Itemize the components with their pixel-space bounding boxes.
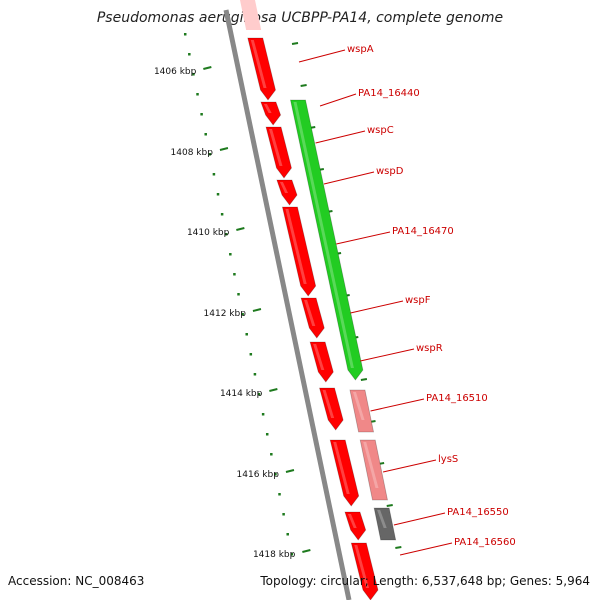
scale-dot — [290, 553, 294, 556]
map-title: Pseudomonas aeruginosa UCBPP-PA14, compl… — [96, 10, 504, 26]
scale-tick — [302, 549, 311, 553]
track-tick — [300, 84, 307, 87]
gene-label-wspr: wspR — [416, 343, 443, 354]
scale-dot — [233, 273, 236, 276]
scale-dot — [192, 73, 195, 76]
scale-dot — [249, 353, 253, 356]
gene-label-wspf: wspF — [405, 295, 431, 306]
scale-dot — [265, 433, 269, 436]
scale-tick-label: 1414 kbp — [220, 389, 263, 399]
gene-leader-line — [350, 300, 404, 314]
scale-dot — [286, 533, 289, 536]
scale-dot — [282, 513, 285, 516]
gene-label-pa14-16510: PA14_16510 — [426, 393, 488, 404]
track-tick — [291, 42, 299, 45]
forward-strand-genes — [247, 37, 379, 600]
reverse-gene-block — [349, 389, 375, 433]
gene-labels: wspA PA14_16440 wspC wspD PA14_16470 wspF wspR… — [298, 44, 516, 556]
forward-gene-block — [319, 387, 344, 431]
scale-dot — [229, 253, 232, 256]
scale-tick — [269, 388, 278, 392]
gene-label-pa14-16440: PA14_16440 — [358, 88, 420, 99]
track-tick — [360, 378, 368, 381]
scale-tick-label: 1410 kbp — [187, 228, 230, 238]
gene-leader-line — [360, 348, 415, 362]
forward-gene-block — [309, 341, 334, 383]
gene-label-pa14-16470: PA14_16470 — [392, 226, 454, 237]
scale-dot — [208, 153, 212, 156]
gene-label-wspa: wspA — [347, 44, 374, 55]
gene-leader-line — [336, 231, 391, 245]
gene-leader-line — [319, 93, 357, 107]
scale-dot — [196, 93, 199, 96]
scale-dot — [257, 393, 261, 396]
reverse-gene-block — [359, 439, 388, 501]
gene-leader-line — [399, 542, 453, 556]
scale-dot — [216, 193, 220, 196]
reverse-gene-block — [373, 507, 397, 541]
genome-summary: Topology: circular; Length: 6,537,648 bp… — [260, 574, 590, 588]
scale-dot — [220, 213, 224, 216]
gene-label-wspc: wspC — [367, 125, 394, 136]
gene-leader-line — [298, 49, 346, 63]
scale-tick-label: 1416 kbp — [237, 470, 280, 480]
gene-label-pa14-16560: PA14_16560 — [454, 537, 516, 548]
scale-tick — [219, 147, 229, 151]
forward-gene-block — [265, 126, 292, 179]
scale-dots — [183, 33, 294, 556]
forward-gene-block — [329, 439, 360, 507]
forward-gene-block — [300, 297, 325, 339]
scale-dot — [224, 233, 228, 236]
scale-dot — [261, 413, 265, 416]
scale-tick-label: 1412 kbp — [204, 309, 247, 319]
scale-dot — [212, 173, 216, 176]
scale-tick-label: 1406 kbp — [154, 67, 197, 77]
track-tick — [386, 504, 393, 507]
forward-gene-block — [276, 179, 298, 206]
scale-tick — [203, 66, 212, 70]
scale-dot — [253, 373, 257, 376]
scale-tick — [236, 227, 245, 231]
accession-label: Accession: NC_008463 — [8, 574, 145, 588]
gene-label-wspd: wspD — [376, 166, 404, 177]
scale-dot — [200, 113, 203, 116]
gene-leader-line — [382, 459, 437, 473]
forward-gene-block — [350, 542, 379, 600]
scale-dot — [204, 133, 207, 136]
forward-gene-block — [260, 101, 282, 126]
forward-gene-block — [281, 206, 317, 297]
scale-dot — [270, 453, 273, 456]
scale-dot — [188, 53, 191, 56]
gene-leader-line — [393, 512, 446, 526]
scale-tick — [252, 308, 262, 312]
reverse-strand-genes — [290, 99, 397, 541]
scale-dot — [241, 313, 244, 316]
scale-dot — [245, 333, 248, 336]
scale-dot — [278, 493, 281, 496]
gene-leader-line — [315, 130, 366, 144]
scale-dot — [274, 473, 277, 476]
partial-gene-top — [240, 0, 262, 30]
reverse-gene-block — [290, 99, 364, 381]
track-tick — [395, 546, 402, 549]
forward-gene-block — [344, 511, 367, 541]
scale-tick — [285, 469, 295, 473]
gene-leader-line — [323, 171, 375, 185]
gene-label-lyss: lysS — [438, 454, 458, 465]
scale-tick-label: 1408 kbp — [171, 148, 214, 158]
scale-tick-label: 1418 kbp — [253, 550, 296, 560]
gene-label-pa14-16550: PA14_16550 — [447, 507, 509, 518]
scale-dot — [183, 33, 187, 36]
forward-gene-block — [247, 37, 276, 101]
gene-leader-line — [370, 398, 425, 412]
scale-dot — [237, 293, 240, 296]
genome-backbone — [223, 9, 352, 600]
